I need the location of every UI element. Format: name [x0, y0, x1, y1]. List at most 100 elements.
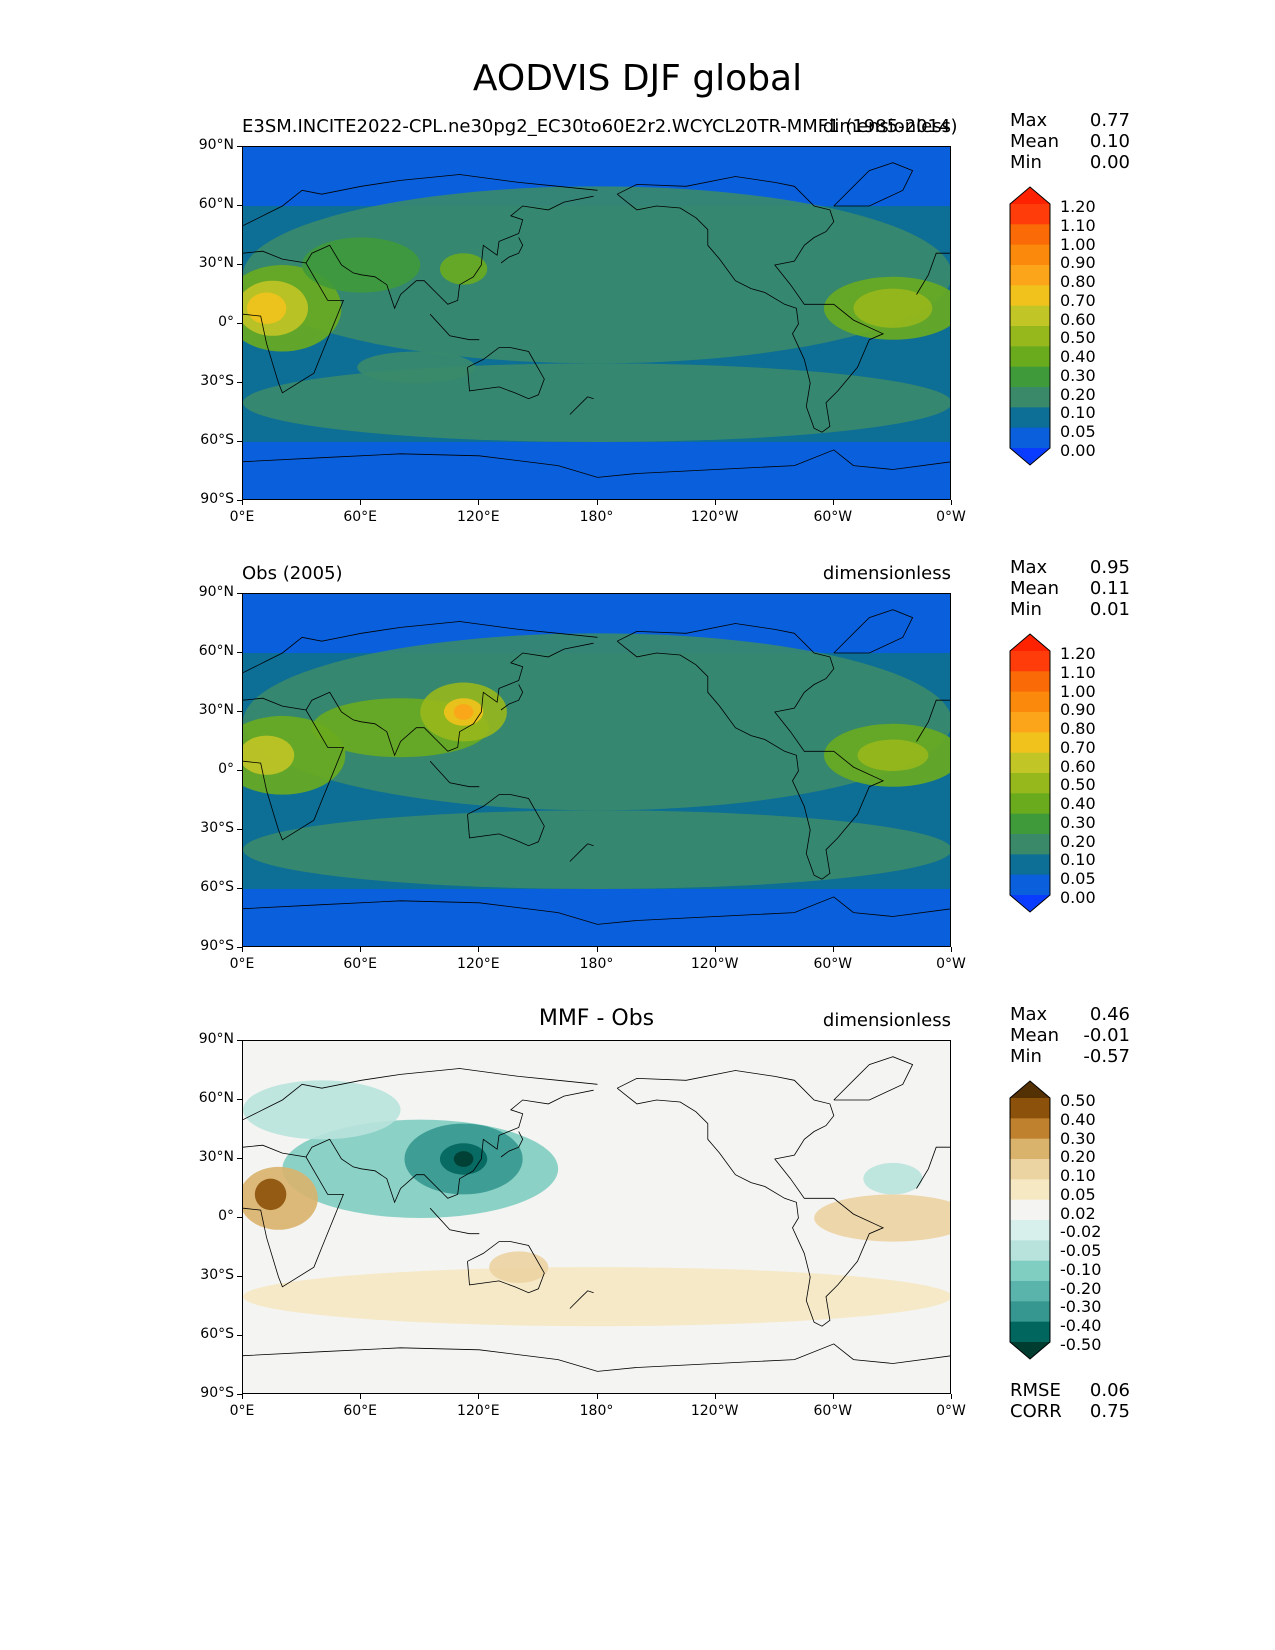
- stat-value: 0.46: [1089, 1004, 1130, 1025]
- colorbar-segment: [1010, 834, 1050, 855]
- stat-value: 0.01: [1089, 599, 1130, 620]
- colorbar-label: 0.90: [1060, 700, 1096, 720]
- lon-tick-label: 180°: [579, 956, 614, 972]
- colorbar-label: 0.70: [1060, 290, 1096, 310]
- field-contour: [243, 633, 950, 811]
- lon-tick-mark: [242, 500, 243, 505]
- stat-label: Max: [1010, 557, 1048, 578]
- lon-tick-label: 60°E: [343, 1403, 377, 1419]
- coastline: [467, 1241, 545, 1294]
- colorbar-label: 1.00: [1060, 234, 1096, 254]
- lat-tick-mark: [237, 1394, 242, 1395]
- field-contour: [302, 237, 421, 293]
- lon-tick-label: 60°W: [813, 509, 853, 525]
- field-contour: [453, 1151, 474, 1167]
- coastline: [500, 1131, 524, 1158]
- coastline: [916, 252, 950, 295]
- lat-tick-mark: [237, 264, 242, 265]
- colorbar-label: 0.02: [1060, 1203, 1096, 1223]
- lon-tick-mark: [832, 1394, 834, 1399]
- lon-tick-label: 0°W: [936, 956, 966, 972]
- colorbar-label: 0.30: [1060, 365, 1096, 385]
- lat-tick-mark: [237, 500, 242, 501]
- coastline: [243, 621, 598, 674]
- field-contour: [853, 288, 933, 328]
- field-contour: [489, 1251, 549, 1283]
- coastline: [243, 697, 344, 841]
- lat-tick-label: 60°S: [200, 1326, 234, 1342]
- colorbar-label: 0.80: [1060, 719, 1096, 739]
- coastline: [833, 1056, 914, 1101]
- coastline: [569, 843, 594, 862]
- colorbar-label: 0.10: [1060, 403, 1096, 423]
- colorbar-segment: [1010, 427, 1050, 449]
- lat-tick-mark: [237, 593, 242, 594]
- lon-tick-label: 120°E: [457, 509, 500, 525]
- field-contour: [243, 1267, 950, 1327]
- lon-tick-mark: [242, 1394, 243, 1399]
- field-contour: [857, 739, 929, 771]
- colorbar-label: 1.00: [1060, 681, 1096, 701]
- lat-tick-mark: [237, 1099, 242, 1100]
- colorbar-extend-top: [1010, 187, 1050, 204]
- colorbar-segment: [1010, 407, 1050, 429]
- coastline: [833, 609, 914, 654]
- lon-tick-label: 60°E: [343, 956, 377, 972]
- colorbar-label: 0.50: [1060, 328, 1096, 348]
- coastline: [243, 250, 344, 394]
- coastline: [243, 1343, 950, 1372]
- colorbar-label: 0.60: [1060, 756, 1096, 776]
- colorbar-segment: [1010, 1321, 1050, 1343]
- colorbar: [1009, 186, 1051, 466]
- lat-tick-mark: [237, 770, 242, 771]
- polar-band-south: [243, 442, 950, 499]
- colorbar-label: 0.20: [1060, 1147, 1096, 1167]
- lon-tick-mark: [360, 500, 362, 505]
- field-contour: [814, 1194, 950, 1242]
- lat-tick-label: 90°N: [198, 584, 234, 600]
- colorbar-label: 0.40: [1060, 1109, 1096, 1129]
- field-contour: [863, 1162, 923, 1195]
- colorbar-label: 0.00: [1060, 441, 1096, 460]
- metric-label: RMSE: [1010, 1380, 1061, 1401]
- lat-tick-label: 0°: [218, 314, 234, 330]
- lon-tick-mark: [478, 947, 480, 952]
- lat-tick-label: 60°N: [198, 196, 234, 212]
- lon-tick-mark: [596, 1394, 598, 1399]
- panel-left-title: E3SM.INCITE2022-CPL.ne30pg2_EC30to60E2r2…: [242, 116, 958, 137]
- lon-tick-mark: [478, 500, 480, 505]
- lat-tick-label: 30°N: [198, 1149, 234, 1165]
- colorbar: [1009, 1080, 1051, 1360]
- colorbar-segment: [1010, 387, 1050, 408]
- field-contour: [243, 735, 295, 775]
- colorbar-segment: [1010, 1159, 1050, 1180]
- colorbar-segment: [1010, 1301, 1050, 1323]
- colorbar-segment: [1010, 1179, 1050, 1201]
- field-contour: [246, 292, 287, 324]
- field-contour: [254, 1178, 287, 1211]
- colorbar-label: 0.20: [1060, 831, 1096, 851]
- colorbar-segment: [1010, 326, 1050, 347]
- panel-right-title: dimensionless: [822, 116, 951, 137]
- coastline: [500, 684, 524, 711]
- colorbar-label: 1.10: [1060, 662, 1096, 682]
- colorbar-segment: [1010, 874, 1050, 896]
- polar-band-south: [243, 1336, 950, 1393]
- stat-label: Mean: [1010, 1025, 1060, 1046]
- lon-tick-label: 120°W: [690, 1403, 739, 1419]
- lat-tick-label: 0°: [218, 1208, 234, 1224]
- colorbar-label: 0.40: [1060, 794, 1096, 814]
- stat-value: 0.11: [1089, 578, 1130, 599]
- colorbar-label: -0.02: [1060, 1222, 1102, 1242]
- lon-tick-mark: [951, 1394, 952, 1399]
- coastline: [243, 896, 950, 925]
- colorbar-label: -0.20: [1060, 1278, 1102, 1298]
- lat-tick-mark: [237, 441, 242, 442]
- coastline: [616, 176, 885, 433]
- lon-tick-label: 0°E: [229, 956, 255, 972]
- coastline: [305, 642, 594, 757]
- map-field: [243, 594, 950, 946]
- stat-value: 0.00: [1089, 152, 1130, 173]
- metric-value: 0.75: [1089, 1401, 1130, 1422]
- stat-value: 0.10: [1089, 131, 1130, 152]
